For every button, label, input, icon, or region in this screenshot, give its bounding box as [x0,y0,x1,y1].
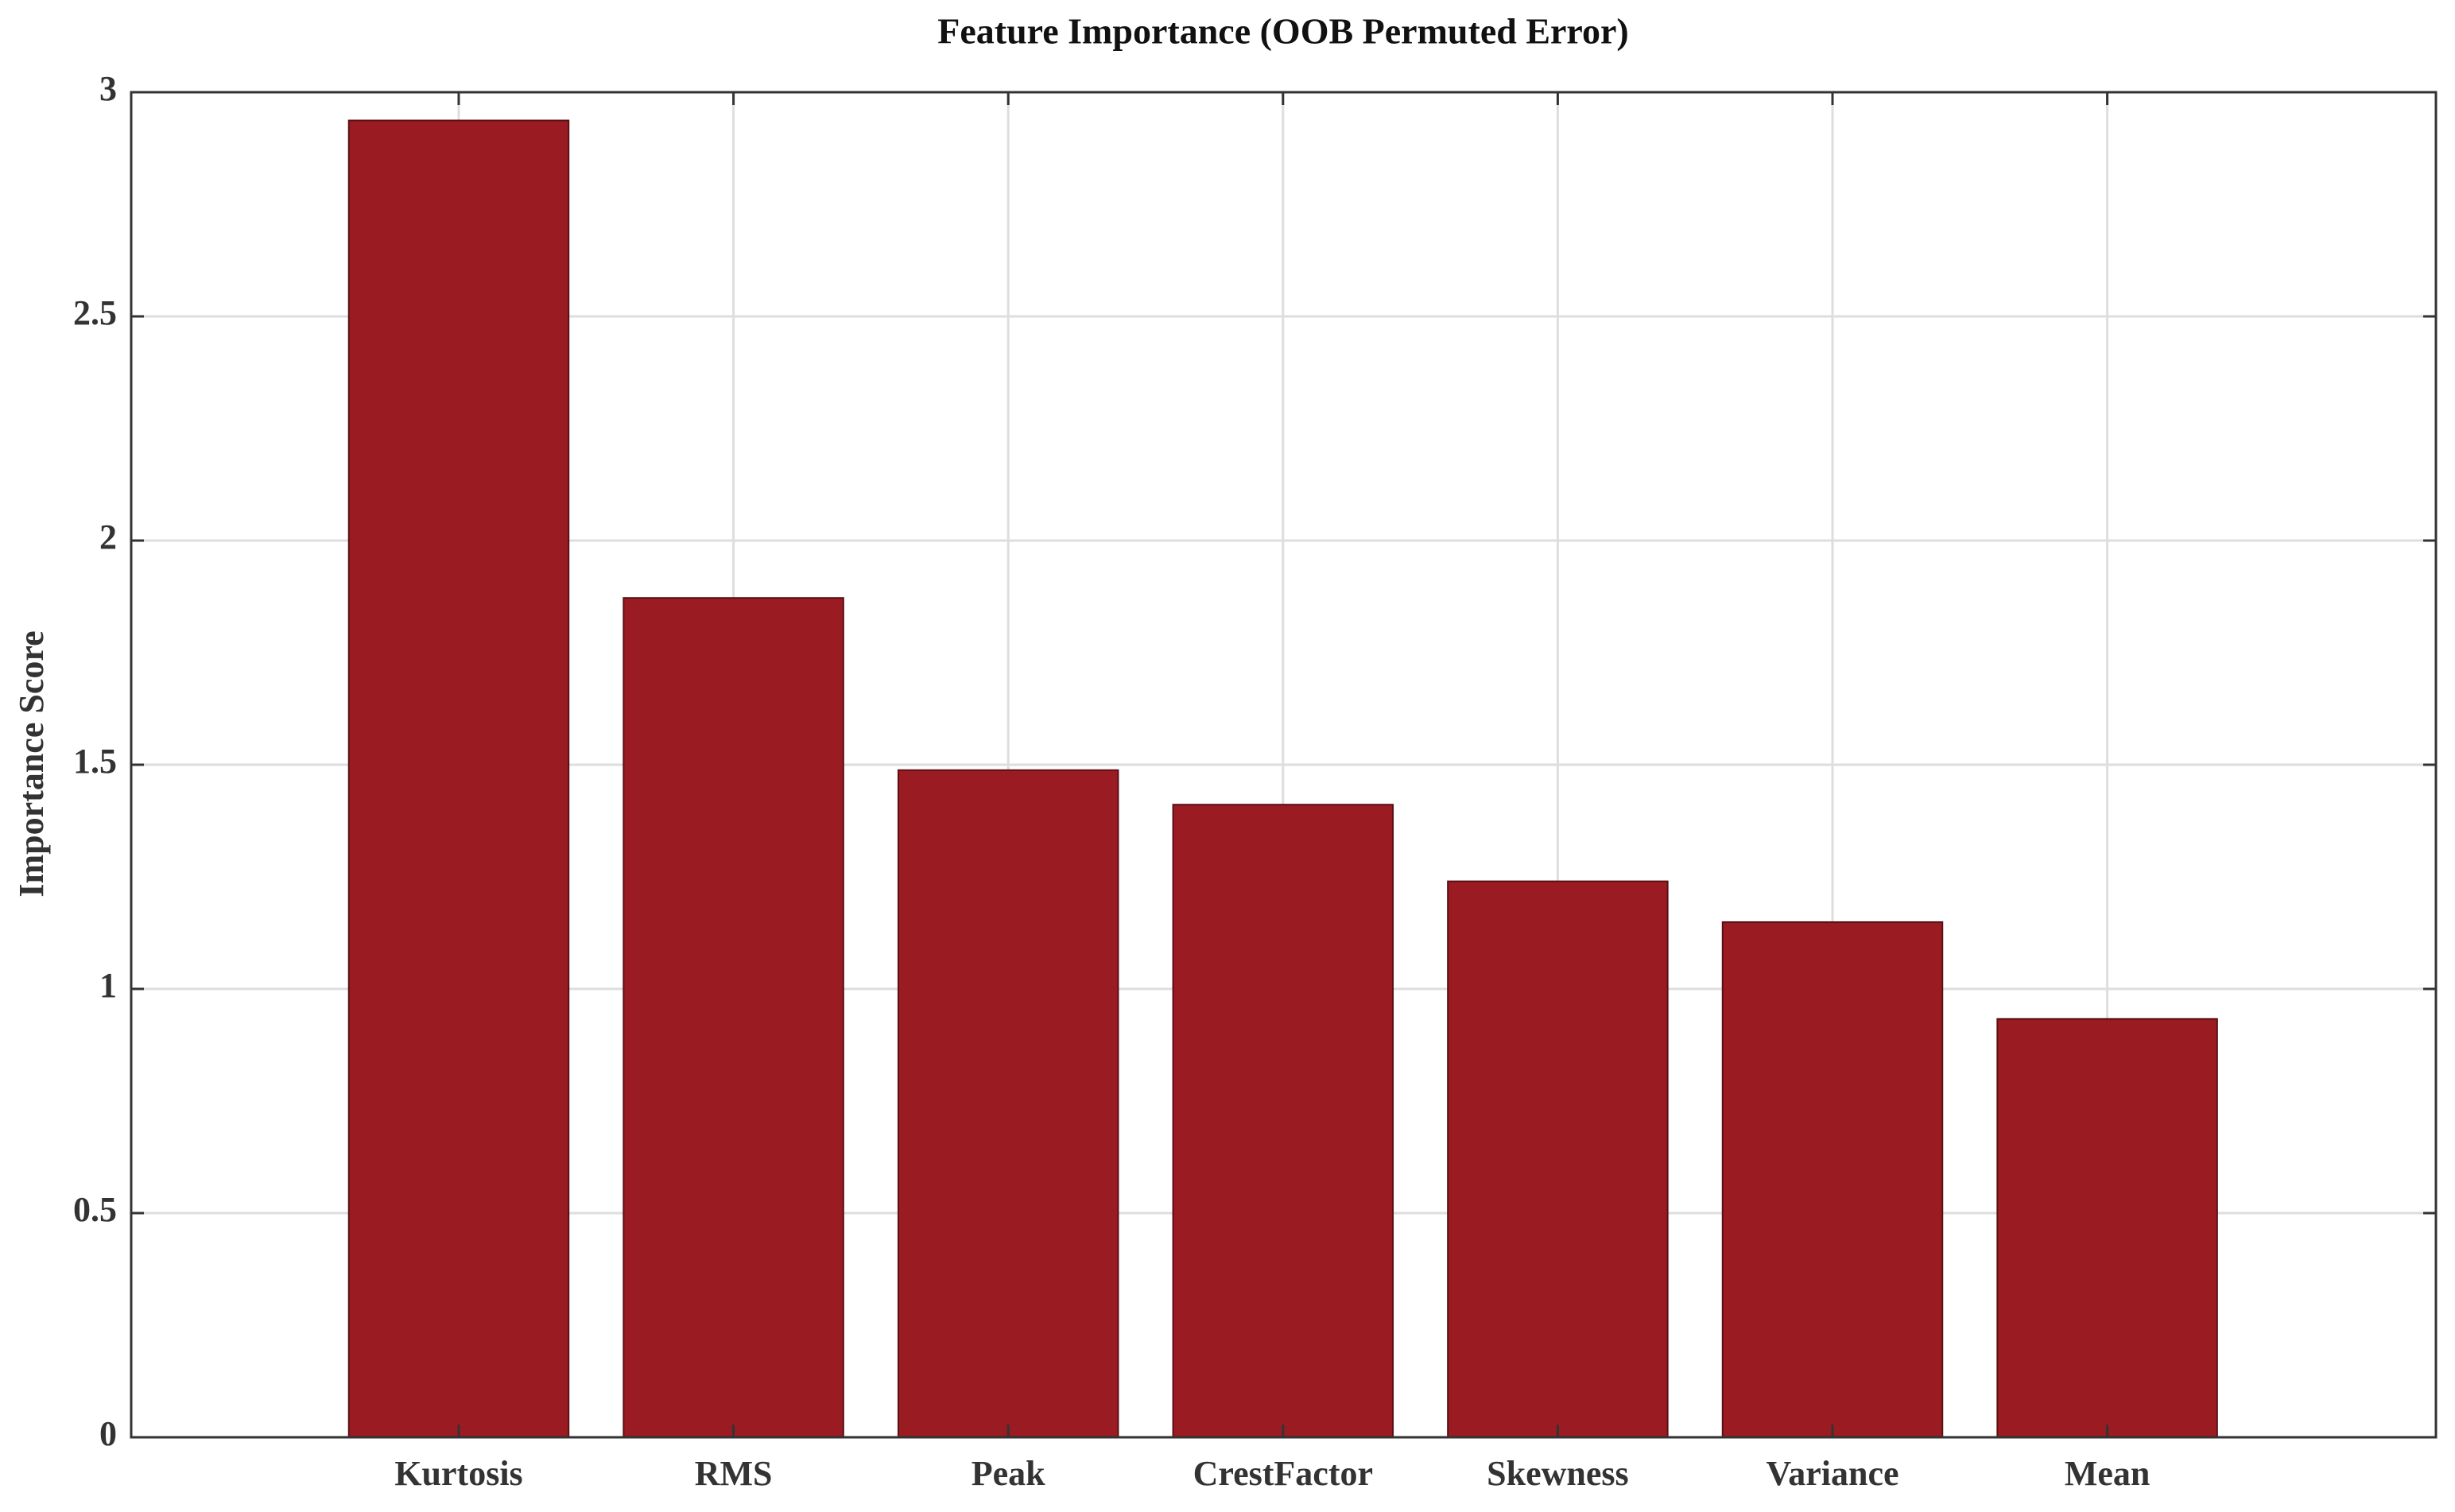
y-tick-label: 3 [99,69,117,108]
x-tick-label: RMS [695,1454,773,1493]
bar [1721,921,1944,1438]
x-tick-label: CrestFactor [1193,1454,1373,1493]
y-tick-label: 2.5 [73,293,117,332]
bar [1996,1018,2218,1438]
x-tick-label: Peak [972,1454,1045,1493]
bar [1172,804,1394,1438]
x-tick-label: Kurtosis [394,1454,522,1493]
y-tick-label: 1 [99,966,117,1005]
y-tick-label: 0.5 [73,1190,117,1229]
bar [622,597,844,1438]
x-tick-label: Mean [2065,1454,2151,1493]
y-tick-label: 1.5 [73,742,117,781]
x-tick-label: Variance [1766,1454,1898,1493]
bar [897,769,1119,1438]
y-axis-label: Importance Score [12,630,51,897]
y-tick-label: 0 [99,1414,117,1453]
bar [1447,880,1669,1438]
y-tick-label: 2 [99,518,117,556]
chart-title: Feature Importance (OOB Permuted Error) [937,11,1629,52]
x-tick-label: Skewness [1487,1454,1629,1493]
bar [347,119,570,1439]
